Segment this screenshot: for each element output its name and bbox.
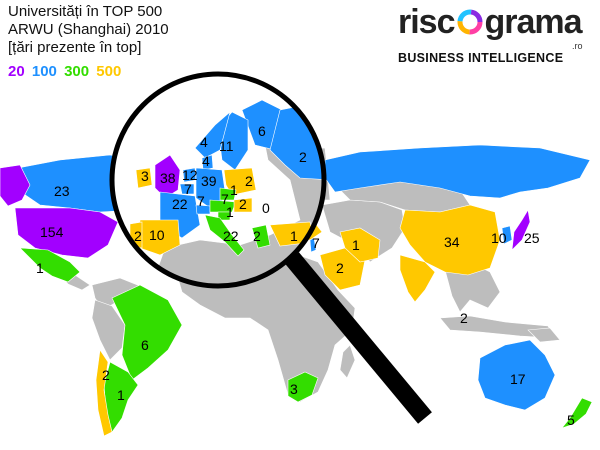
country-alaska — [0, 164, 31, 207]
label-canada: 23 — [54, 183, 70, 199]
country-israel — [309, 237, 317, 253]
land-png — [527, 327, 561, 343]
label-singapore: 2 — [460, 310, 468, 326]
legend: 20 100 300 500 — [8, 63, 124, 80]
logo-ring-icon — [457, 9, 482, 35]
label-turkey: 1 — [290, 228, 298, 244]
label-czech: 1 — [230, 182, 238, 198]
logo-word-right: grama — [484, 3, 583, 41]
legend-item-100: 100 — [31, 63, 57, 80]
label-romania: 0 — [262, 200, 270, 216]
label-new-zealand: 5 — [567, 412, 575, 428]
label-greece: 2 — [253, 228, 261, 244]
label-poland: 2 — [245, 173, 253, 189]
label-denmark: 4 — [202, 153, 210, 169]
label-netherlands: 12 — [182, 167, 198, 183]
country-china — [399, 204, 501, 276]
legend-item-300: 300 — [64, 63, 90, 80]
label-brazil: 6 — [141, 337, 149, 353]
label-belgium: 7 — [184, 181, 192, 197]
magnifier — [109, 71, 432, 424]
country-iran — [339, 227, 381, 263]
label-ireland: 3 — [141, 168, 149, 184]
countries-layer — [0, 144, 593, 437]
label-norway: 4 — [200, 134, 208, 150]
land-peru-bolivia — [91, 299, 126, 361]
map-title: Universități în TOP 500 — [8, 3, 163, 20]
label-germany: 39 — [201, 173, 217, 189]
logo-wordmark: risc grama — [398, 3, 583, 42]
lens-norway — [194, 111, 231, 159]
land-madagascar — [339, 344, 356, 379]
label-spain: 10 — [149, 227, 165, 243]
country-australia — [477, 339, 556, 411]
label-hungary: 2 — [239, 196, 247, 212]
country-brazil — [111, 284, 183, 381]
label-south-africa: 3 — [290, 381, 298, 397]
country-russia — [324, 144, 591, 199]
label-australia: 17 — [510, 371, 526, 387]
label-mexico: 1 — [36, 260, 44, 276]
country-mexico — [19, 247, 81, 283]
label-argentina: 1 — [117, 387, 125, 403]
legend-item-500: 500 — [96, 63, 122, 80]
magnifier-lens-content — [112, 74, 324, 286]
riscograma-logo: risc grama .ro BUSINESS INTELLIGENCE — [398, 3, 594, 67]
country-usa — [14, 207, 119, 259]
label-israel: 7 — [312, 235, 320, 251]
lens-austria — [209, 199, 237, 213]
label-portugal: 2 — [134, 228, 142, 244]
lens-denmark — [201, 154, 214, 171]
legend-item-20: 20 — [8, 63, 25, 80]
map-note: [țări prezente în top] — [8, 39, 142, 56]
label-slovenia: 1 — [226, 204, 234, 220]
label-china: 34 — [444, 234, 460, 250]
label-japan: 25 — [524, 230, 540, 246]
label-france: 22 — [172, 196, 188, 212]
label-korea: 10 — [491, 230, 507, 246]
label-usa: 154 — [40, 224, 64, 240]
lens-ireland — [135, 167, 153, 189]
label-chile: 2 — [102, 367, 110, 383]
label-uk: 38 — [160, 170, 176, 186]
magnifier-ring — [109, 71, 327, 289]
label-switzerland: 7 — [197, 193, 205, 209]
lens-belgium — [179, 183, 195, 195]
logo-word-left: risc — [398, 3, 455, 41]
label-iran: 1 — [352, 237, 360, 253]
country-japan — [511, 209, 531, 251]
lens-hungary — [233, 197, 253, 213]
logo-tagline: BUSINESS INTELLIGENCE — [398, 51, 564, 65]
country-india — [399, 254, 436, 303]
label-finland: 6 — [258, 123, 266, 139]
magnifier-handle — [285, 252, 432, 424]
lens-uk — [154, 154, 181, 199]
value-labels: 154 23 1 6 1 2 3 17 5 34 10 25 2 7 1 2 2… — [36, 123, 575, 428]
label-italy: 22 — [223, 228, 239, 244]
label-russia: 2 — [299, 149, 307, 165]
lens-switzerland — [195, 204, 211, 215]
country-chile — [95, 349, 113, 437]
map-subtitle: ARWU (Shanghai) 2010 — [8, 21, 169, 38]
lens-italy — [204, 214, 245, 257]
lens-greece — [251, 224, 271, 249]
label-austria: 7 — [221, 191, 229, 207]
country-korea — [501, 225, 513, 245]
logo-suffix: .ro — [572, 41, 583, 51]
label-saudi: 2 — [336, 260, 344, 276]
lens-poland — [223, 167, 257, 196]
label-sweden: 11 — [219, 138, 234, 154]
country-new-zealand — [561, 397, 593, 429]
country-south-africa — [287, 371, 319, 403]
